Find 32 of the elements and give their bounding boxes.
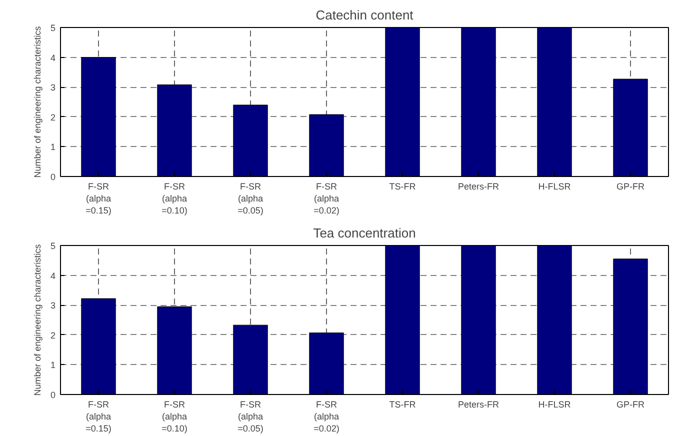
y-tick-label: 4 [50,270,56,281]
y-axis-title: Number of engineering characteristics [32,26,42,178]
y-axis-title: Number of engineering characteristics [32,244,42,396]
x-tick-label: F-SR (alpha =0.02) [314,182,340,216]
x-tick-label: Peters-FR [458,182,500,192]
x-tick-label: TS-FR [389,400,416,410]
x-tick-label: GP-FR [616,182,645,192]
y-tick-label: 1 [50,360,56,370]
y-tick-label: 5 [50,241,56,251]
y-tick-label: 5 [50,23,56,33]
y-tick-label: 4 [50,52,56,63]
y-tick-label: 3 [50,300,56,311]
x-tick-label: F-SR (alpha =0.15) [86,400,112,434]
x-tick-label: TS-FR [389,182,416,192]
x-tick-label: H-FLSR [538,182,572,192]
y-tick-label: 1 [50,142,56,152]
x-tick-label: F-SR (alpha =0.02) [314,400,340,434]
y-tick-label: 3 [50,82,56,93]
x-tick-label: Peters-FR [458,400,500,410]
y-tick-label: 0 [50,390,56,400]
x-tick-label: F-SR (alpha =0.10) [162,182,188,216]
x-tick-label: F-SR (alpha =0.05) [238,182,264,216]
x-tick-label: H-FLSR [538,400,572,410]
y-tick-label: 2 [50,112,56,122]
chart-title: Catechin content [316,8,414,22]
chart-title: Tea concentration [313,226,416,240]
y-tick-label: 0 [50,172,56,182]
x-tick-label: GP-FR [616,400,645,410]
x-tick-label: F-SR (alpha =0.10) [162,400,188,434]
x-tick-label: F-SR (alpha =0.05) [238,400,264,434]
x-tick-label: F-SR (alpha =0.15) [86,182,112,216]
y-tick-label: 2 [50,330,56,340]
